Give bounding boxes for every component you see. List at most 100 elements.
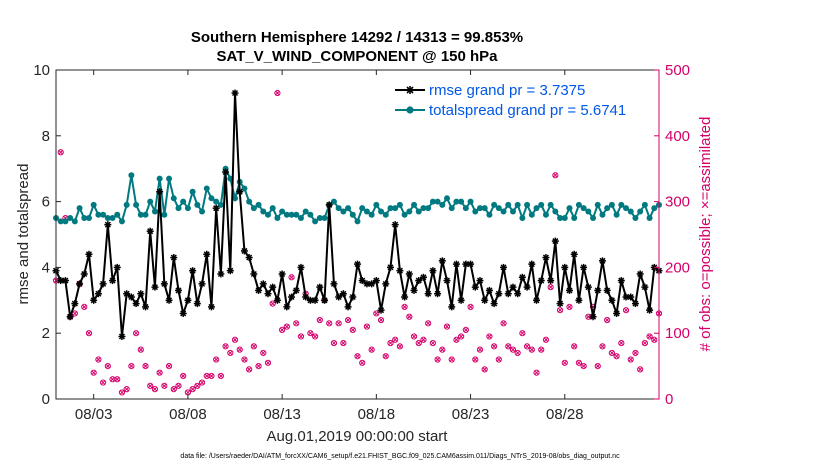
obs-point: [283, 323, 290, 330]
rmse-point: [419, 273, 427, 281]
totalspread-point: [293, 211, 300, 218]
obs-point: [368, 346, 375, 353]
totalspread-point: [199, 208, 206, 215]
rmse-point: [443, 277, 451, 285]
totalspread-point: [184, 205, 191, 212]
obs-point: [241, 356, 248, 363]
rmse-point: [533, 296, 541, 304]
obs-point: [373, 310, 380, 317]
obs-point: [571, 343, 578, 350]
totalspread-point: [524, 201, 531, 208]
legend-label-totalspread: totalspread grand pr = 5.6741: [429, 102, 626, 119]
totalspread-point: [387, 205, 394, 212]
obs-point: [580, 363, 587, 370]
obs-point: [326, 320, 333, 327]
rmse-point: [226, 267, 234, 275]
rmse-point: [316, 283, 324, 291]
obs-point: [354, 353, 361, 360]
obs-point: [651, 336, 658, 343]
rmse-point: [518, 273, 526, 281]
totalspread-point: [321, 215, 328, 222]
totalspread-point: [608, 201, 615, 208]
totalspread-point: [85, 215, 92, 222]
totalspread-point: [312, 218, 319, 225]
rmse-point: [401, 293, 409, 301]
obs-point: [288, 274, 295, 281]
rmse-point: [627, 293, 635, 301]
rmse-point: [330, 280, 338, 288]
rmse-point: [547, 277, 555, 285]
obs-point: [307, 330, 314, 337]
legend-label-rmse: rmse grand pr = 3.7375: [429, 82, 585, 99]
rmse-point: [514, 290, 522, 298]
rmse-point: [137, 290, 145, 298]
obs-point: [330, 339, 338, 347]
totalspread-point: [382, 211, 389, 218]
totalspread-point: [505, 201, 512, 208]
rmse-point: [273, 296, 281, 304]
rmse-point: [434, 290, 442, 298]
chart-title-line1: Southern Hemisphere 14292 / 14313 = 99.8…: [191, 29, 523, 46]
totalspread-point: [415, 208, 422, 215]
rmse-point: [452, 260, 460, 268]
totalspread-point: [90, 201, 97, 208]
obs-point: [95, 356, 102, 363]
obs-point: [542, 336, 550, 343]
obs-point: [156, 369, 163, 376]
obs-point: [519, 330, 526, 337]
totalspread-point: [316, 215, 323, 222]
obs-point: [425, 320, 432, 327]
rmse-point: [584, 283, 592, 291]
obs-point: [250, 343, 257, 350]
totalspread-point: [476, 205, 483, 212]
obs-point: [359, 359, 366, 366]
totalspread-point: [151, 208, 158, 215]
y-right-tick-label: 0: [665, 391, 673, 408]
rmse-series: [52, 89, 663, 340]
obs-point: [434, 356, 441, 363]
obs-point: [312, 333, 319, 340]
totalspread-point: [260, 208, 267, 215]
totalspread-point: [509, 208, 516, 215]
obs-point: [189, 386, 196, 393]
rmse-point: [222, 168, 230, 176]
totalspread-point: [255, 201, 262, 208]
totalspread-point: [585, 208, 592, 215]
rmse-point: [372, 277, 380, 285]
totalspread-point: [575, 201, 582, 208]
totalspread-point: [641, 201, 648, 208]
totalspread-point: [613, 211, 620, 218]
y-right-tick-label: 500: [665, 62, 690, 79]
legend-entry-totalspread: totalspread grand pr = 5.6741: [395, 102, 626, 119]
obs-point: [100, 379, 107, 386]
obs-point: [509, 346, 517, 353]
rmse-point: [410, 286, 418, 294]
obs-point: [618, 339, 625, 347]
obs-point: [561, 359, 568, 366]
totalspread-point: [232, 195, 239, 202]
totalspread-point: [434, 198, 441, 205]
x-tick-label: 08/13: [263, 406, 301, 423]
totalspread-point: [599, 211, 606, 218]
rmse-point: [386, 263, 394, 271]
totalspread-point: [194, 201, 201, 208]
obs-point: [260, 349, 267, 357]
rmse-point: [462, 260, 470, 268]
rmse-point: [118, 332, 126, 340]
rmse-point: [212, 204, 220, 212]
obs-point: [462, 326, 469, 334]
obs-point: [264, 359, 272, 366]
totalspread-point: [147, 198, 154, 205]
rmse-point: [160, 280, 168, 288]
obs-point: [523, 343, 531, 350]
totalspread-point: [533, 205, 540, 212]
y-left-tick-label: 10: [33, 62, 50, 79]
totalspread-point: [170, 195, 177, 202]
obs-point: [585, 313, 592, 320]
rmse-point: [264, 290, 272, 298]
totalspread-point: [104, 215, 111, 222]
rmse-point: [278, 270, 286, 278]
plot-area: [56, 70, 659, 399]
rmse-point: [575, 296, 583, 304]
